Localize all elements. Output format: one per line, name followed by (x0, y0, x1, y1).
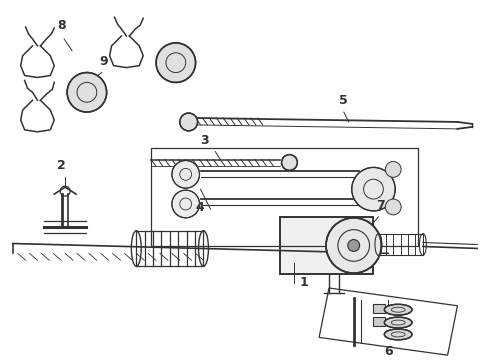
Circle shape (352, 167, 395, 211)
Circle shape (385, 199, 401, 215)
Bar (151, 148, 418, 247)
Circle shape (172, 161, 199, 188)
Bar (373, 304, 385, 313)
Bar (280, 217, 373, 274)
Circle shape (385, 162, 401, 177)
Circle shape (282, 154, 297, 170)
Text: 3: 3 (200, 134, 209, 147)
Text: 6: 6 (384, 345, 393, 358)
Circle shape (156, 43, 196, 82)
Circle shape (180, 113, 197, 131)
Text: 7: 7 (376, 199, 385, 212)
Text: 1: 1 (299, 276, 308, 289)
Ellipse shape (384, 317, 412, 328)
Text: 2: 2 (57, 159, 66, 172)
Ellipse shape (384, 329, 412, 340)
Bar (280, 217, 373, 274)
Circle shape (172, 190, 199, 218)
Text: 4: 4 (196, 201, 204, 214)
Bar (373, 317, 385, 325)
Text: 9: 9 (100, 55, 108, 68)
Text: 8: 8 (57, 19, 66, 32)
Circle shape (326, 218, 381, 273)
Ellipse shape (384, 304, 412, 315)
Circle shape (67, 73, 107, 112)
Circle shape (348, 239, 360, 251)
Text: 5: 5 (339, 94, 347, 107)
